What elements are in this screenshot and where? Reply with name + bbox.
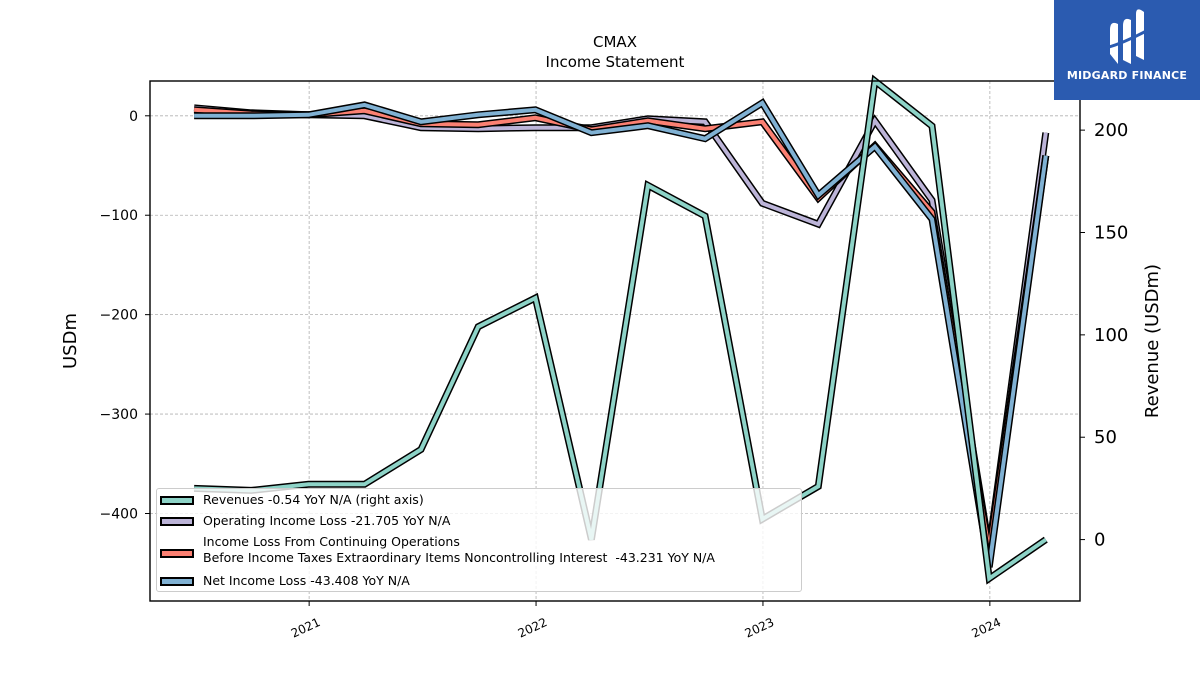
series-net-income-loss [194,98,1050,568]
right-tick-label-0: 200 [1094,120,1128,141]
x-tick-label-0: 2021 [289,615,323,641]
brand-logo: MIDGARD FINANCE [1054,0,1200,100]
brand-mark-icon [1105,9,1149,64]
legend-swatch-operating-income-loss [160,517,194,526]
left-tick-label-0: 0 [129,109,138,125]
left-tick-label-2: −200 [100,308,138,324]
right-tick-label-1: 150 [1094,222,1128,243]
legend-label-operating-income-loss: Operating Income Loss -21.705 YoY N/A [203,513,451,528]
legend-label-revenues: Revenues -0.54 YoY N/A (right axis) [203,492,424,507]
right-tick-label-3: 50 [1094,427,1117,448]
chart-title: CMAX [593,33,637,51]
brand-name: MIDGARD FINANCE [1066,69,1188,82]
legend-swatch-revenues [160,496,194,505]
left-tick-label-4: −400 [100,507,138,523]
legend-swatch-income-loss-continuing-ops [160,549,194,558]
x-tick-label-1: 2022 [516,615,550,641]
x-tick-label-2: 2023 [743,615,777,641]
series-line-net-income-loss [194,100,1048,568]
legend-label-income-loss-continuing-ops: Income Loss From Continuing Operations B… [203,534,715,565]
legend-swatch-net-income-loss [160,577,194,586]
x-axis-ticks: 2021 2022 2023 2024 [289,601,1003,641]
legend-label-net-income-loss: Net Income Loss -43.408 YoY N/A [203,573,410,588]
left-tick-label-1: −100 [100,208,138,224]
right-axis-label: Revenue (USDm) [1142,264,1163,418]
right-tick-label-2: 100 [1094,325,1128,346]
left-tick-label-3: −300 [100,407,138,423]
right-tick-label-4: 0 [1094,530,1105,551]
chart-subtitle: Income Statement [546,53,685,71]
left-axis-ticks: 0 −100 −200 −300 −400 [100,109,150,523]
plot-frame [149,80,1081,602]
left-axis-label: USDm [60,313,81,369]
series-revenues [193,74,1048,585]
x-tick-label-3: 2024 [970,615,1004,641]
series-layer [193,74,1050,585]
right-axis-ticks: 200 150 100 50 0 [1080,120,1128,551]
series-line-revenues [194,77,1047,583]
chart-legend: Revenues -0.54 YoY N/A (right axis) Oper… [156,488,802,592]
